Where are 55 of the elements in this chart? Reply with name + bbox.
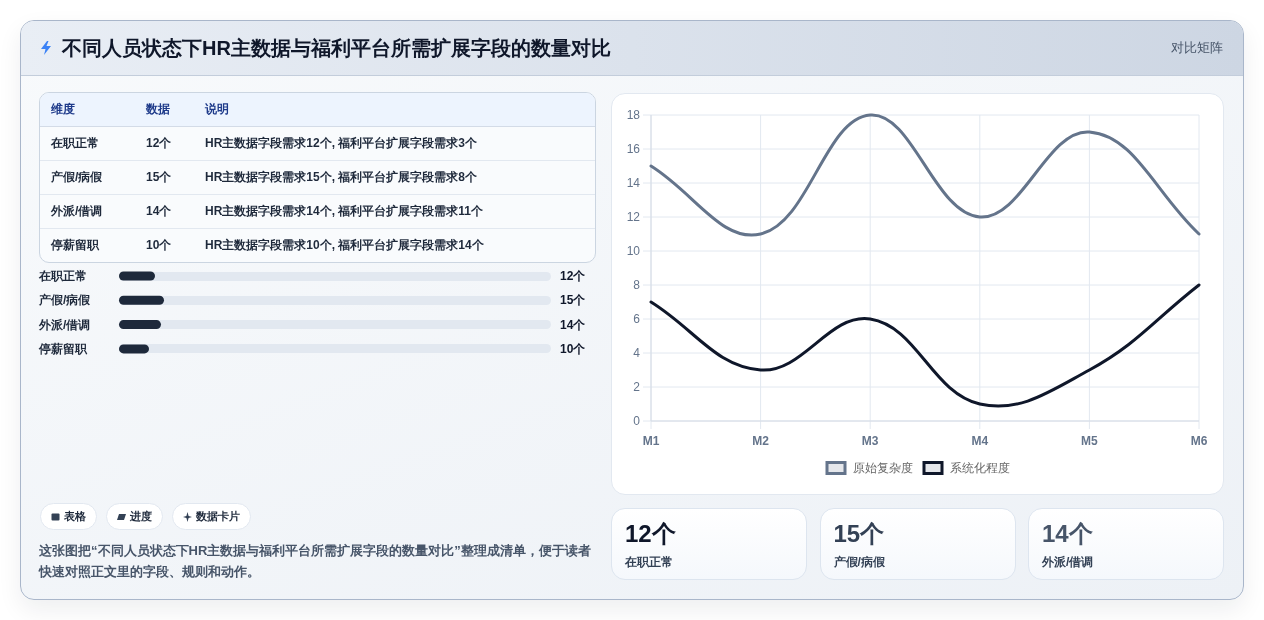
y-tick-label: 6 (633, 312, 641, 326)
text: 15个 (833, 519, 885, 549)
bar (119, 295, 164, 305)
y-tick-label: 12 (626, 210, 641, 224)
legend-label: 系统化程度 (949, 461, 1010, 475)
text: HR主数据字段需求14个, 福利平台扩展字段需求11个 (205, 203, 484, 220)
bar (119, 271, 155, 281)
y-tick-label: 停薪留职 (38, 341, 88, 356)
category-label: 数据卡片 (196, 509, 240, 524)
category-label: 外派/借调 (1042, 554, 1094, 571)
text: 对比矩阵 (1171, 39, 1223, 57)
text: 15个 (146, 169, 172, 186)
y-tick-label: 产假/病假 (38, 293, 92, 308)
line-series (649, 113, 1201, 237)
y-tick-label: 2 (633, 380, 641, 394)
legend-label: 原始复杂度 (852, 461, 913, 475)
y-tick-label: 4 (633, 346, 641, 360)
data-label: 12个 (560, 269, 587, 283)
x-tick-label: M1 (642, 434, 660, 448)
text: 10个 (146, 237, 172, 254)
data-label: 14个 (560, 317, 587, 332)
x-tick-label: M2 (752, 434, 770, 448)
y-tick-label: 14 (626, 176, 641, 190)
y-tick-label: 18 (626, 108, 641, 122)
text: HR主数据字段需求15个, 福利平台扩展字段需求8个 (205, 169, 478, 186)
text: 14个 (146, 203, 172, 220)
y-tick-label: 0 (633, 414, 641, 428)
y-tick-label: 在职正常 (38, 269, 87, 283)
text: 不同人员状态下HR主数据与福利平台所需扩展字段的数量对比 (62, 36, 611, 61)
category-label: 进度 (130, 509, 152, 524)
category-label: 产假/病假 (51, 169, 103, 186)
y-tick-label: 16 (626, 142, 641, 156)
text: 这张图把“不同人员状态下HR主数据与福利平台所需扩展字段的数量对比”整理成清单，便于读者快速对照正文里的字段、规则和动作。 (39, 542, 592, 581)
category-label: 产假/病假 (833, 554, 885, 571)
y-tick-label: 10 (626, 244, 641, 258)
x-tick-label: M3 (861, 434, 879, 448)
text: 数据 (146, 101, 170, 118)
text: 12个 (146, 135, 172, 152)
x-tick-label: M6 (1190, 434, 1208, 448)
text: 维度 (51, 101, 75, 118)
category-label: 外派/借调 (51, 203, 103, 220)
x-tick-label: M5 (1081, 434, 1099, 448)
bar (119, 344, 149, 354)
y-tick-label: 外派/借调 (38, 317, 91, 332)
category-label: 表格 (64, 509, 86, 524)
bar (119, 320, 161, 330)
text: 14个 (1042, 519, 1093, 549)
data-label: 15个 (560, 293, 587, 308)
text: HR主数据字段需求12个, 福利平台扩展字段需求3个 (205, 135, 478, 152)
data-label: 10个 (560, 341, 587, 356)
x-tick-label: M4 (971, 434, 989, 448)
text: HR主数据字段需求10个, 福利平台扩展字段需求14个 (205, 237, 484, 254)
text: 12个 (625, 519, 676, 549)
y-tick-label: 8 (633, 278, 641, 292)
text: 说明 (205, 101, 229, 118)
